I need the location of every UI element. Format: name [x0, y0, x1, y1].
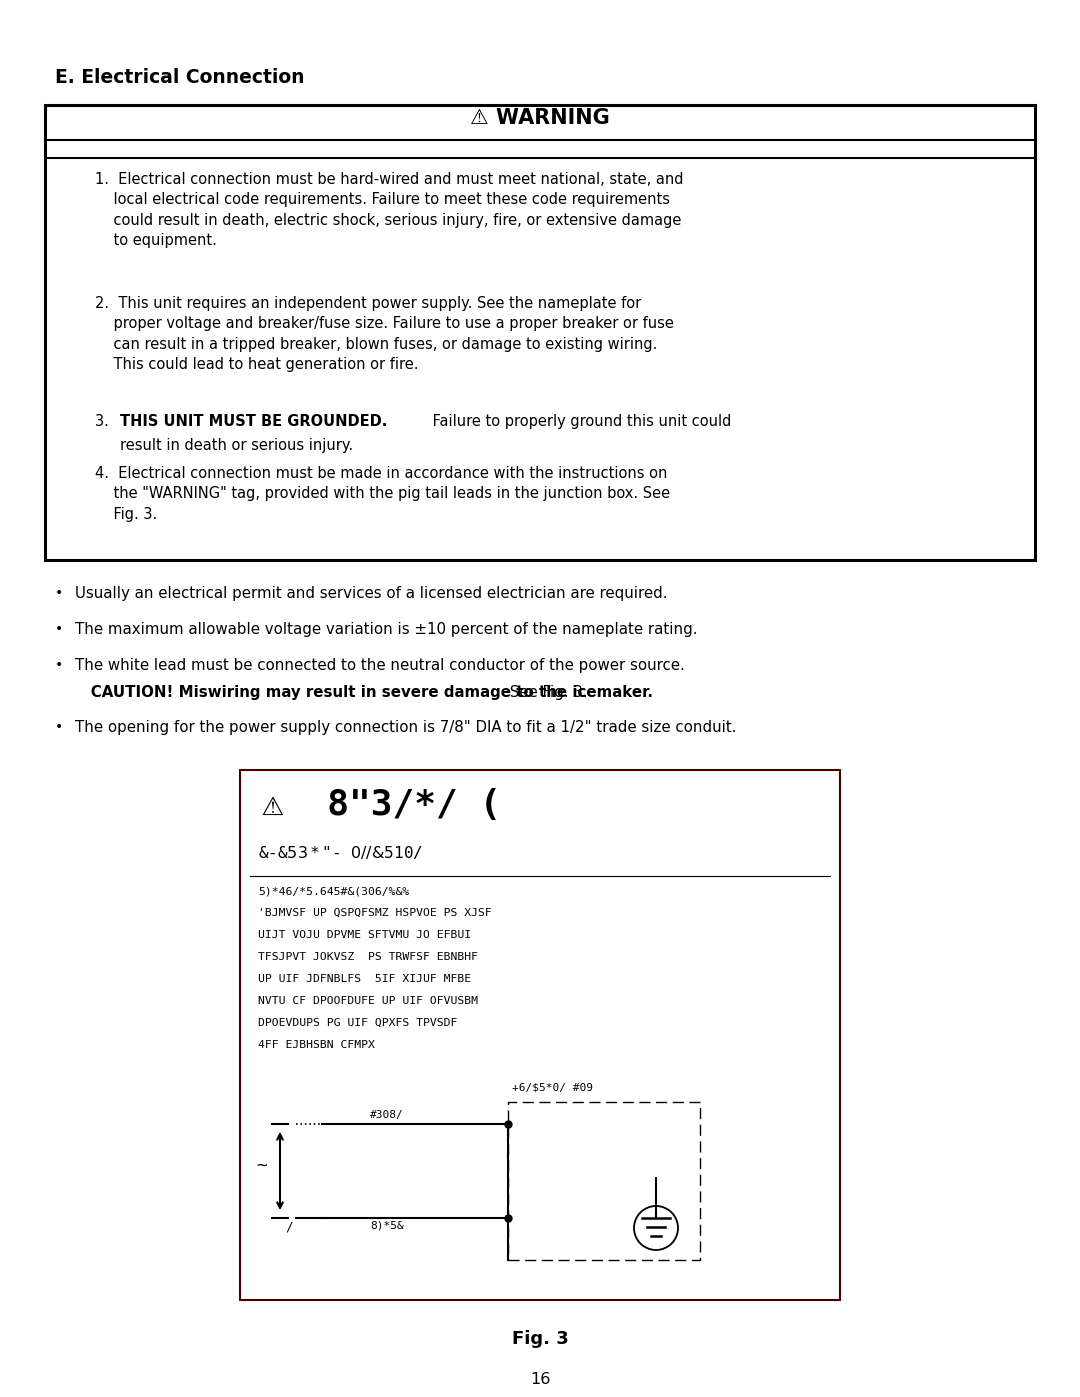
Text: UIJT VOJU DPVME SFTVMU JO EFBUI: UIJT VOJU DPVME SFTVMU JO EFBUI [258, 930, 471, 940]
Text: 4FF EJBHSBN CFMPX: 4FF EJBHSBN CFMPX [258, 1039, 375, 1051]
Text: •: • [55, 719, 64, 733]
Text: 16: 16 [530, 1372, 550, 1387]
Text: The maximum allowable voltage variation is ±10 percent of the nameplate rating.: The maximum allowable voltage variation … [75, 622, 698, 637]
Text: UP UIF JDFNBLFS  5IF XIJUF MFBE: UP UIF JDFNBLFS 5IF XIJUF MFBE [258, 974, 471, 983]
Text: Fig. 3: Fig. 3 [512, 1330, 568, 1348]
Text: +6/$5*0/ #09: +6/$5*0/ #09 [512, 1083, 593, 1092]
Text: 1.  Electrical connection must be hard-wired and must meet national, state, and
: 1. Electrical connection must be hard-wi… [95, 172, 684, 249]
Text: See Fig. 3.: See Fig. 3. [505, 685, 588, 700]
Text: ⚠  8"3/*/ (: ⚠ 8"3/*/ ( [262, 788, 501, 821]
Text: E. Electrical Connection: E. Electrical Connection [55, 68, 305, 87]
Text: ~: ~ [257, 1157, 268, 1175]
Text: 2.  This unit requires an independent power supply. See the nameplate for
    pr: 2. This unit requires an independent pow… [95, 296, 674, 372]
Text: •: • [55, 658, 64, 672]
Text: •: • [55, 585, 64, 599]
Text: 5)*46/*5.645#&(306/%&%: 5)*46/*5.645#&(306/%&% [258, 886, 409, 895]
Text: DPOEVDUPS PG UIF QPXFS TPVSDF: DPOEVDUPS PG UIF QPXFS TPVSDF [258, 1018, 457, 1028]
Text: /: / [285, 1220, 293, 1234]
Text: CAUTION! Miswiring may result in severe damage to the icemaker.: CAUTION! Miswiring may result in severe … [75, 685, 653, 700]
FancyBboxPatch shape [240, 770, 840, 1301]
Text: result in death or serious injury.: result in death or serious injury. [120, 439, 353, 453]
Text: •: • [55, 622, 64, 636]
Text: TFSJPVT JOKVSZ  PS TRWFSF EBNBHF: TFSJPVT JOKVSZ PS TRWFSF EBNBHF [258, 951, 478, 963]
Text: ⚠ WARNING: ⚠ WARNING [470, 108, 610, 129]
FancyBboxPatch shape [45, 105, 1035, 560]
Text: NVTU CF DPOOFDUFE UP UIF OFVUSBM: NVTU CF DPOOFDUFE UP UIF OFVUSBM [258, 996, 478, 1006]
Text: THIS UNIT MUST BE GROUNDED.: THIS UNIT MUST BE GROUNDED. [120, 414, 388, 429]
Text: The opening for the power supply connection is 7/8" DIA to fit a 1/2" trade size: The opening for the power supply connect… [75, 719, 737, 735]
Text: 3.: 3. [95, 414, 113, 429]
Text: 4.  Electrical connection must be made in accordance with the instructions on
  : 4. Electrical connection must be made in… [95, 467, 670, 522]
Text: Usually an electrical permit and services of a licensed electrician are required: Usually an electrical permit and service… [75, 585, 667, 601]
Text: 'BJMVSF UP QSPQFSMZ HSPVOE PS XJSF: 'BJMVSF UP QSPQFSMZ HSPVOE PS XJSF [258, 908, 491, 918]
Text: &-&$53*$"- $0//&$510/: &-&$53*$"- $0//&$510/ [258, 844, 423, 861]
Text: 8)*5&: 8)*5& [370, 1220, 404, 1229]
Text: Failure to properly ground this unit could: Failure to properly ground this unit cou… [428, 414, 731, 429]
Text: The white lead must be connected to the neutral conductor of the power source.: The white lead must be connected to the … [75, 658, 685, 673]
Text: #308/: #308/ [370, 1111, 404, 1120]
